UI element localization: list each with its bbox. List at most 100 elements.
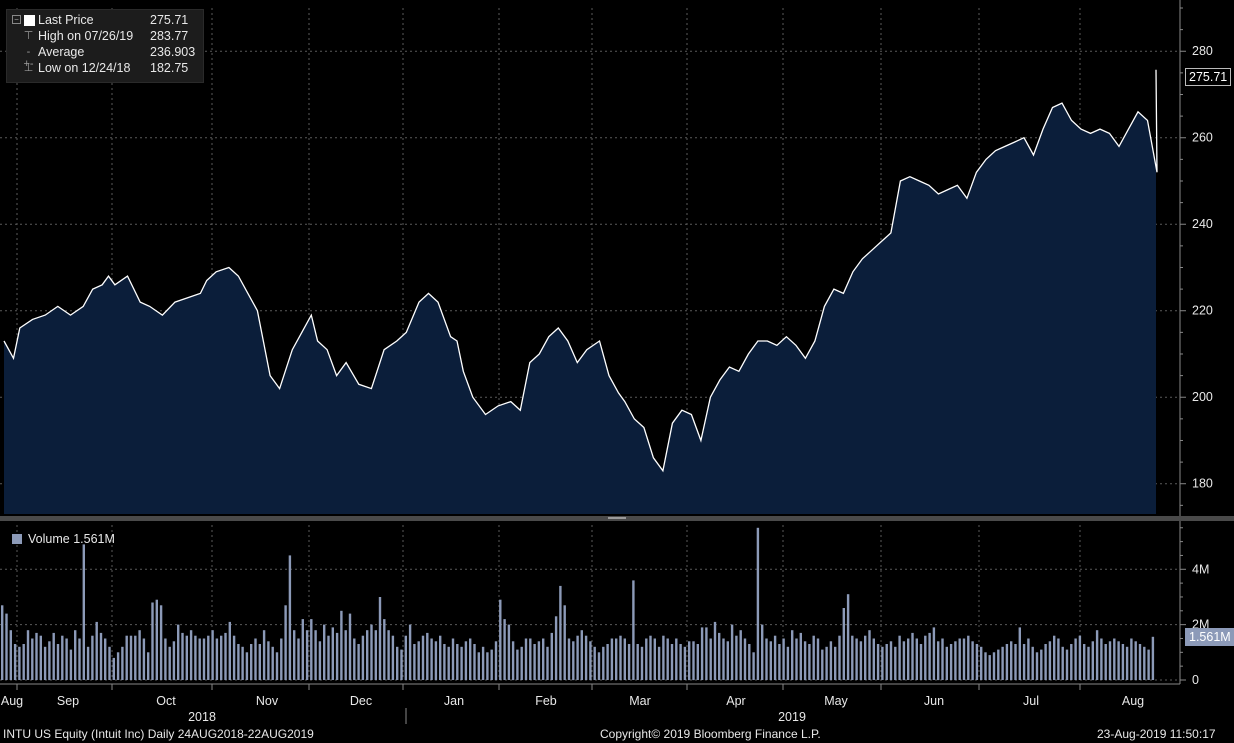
volume-bar — [477, 652, 480, 680]
volume-bar — [387, 630, 390, 680]
volume-bar — [168, 646, 171, 680]
low-marker-icon: ⊥ — [23, 62, 34, 74]
volume-bar — [610, 638, 614, 680]
volume-bar — [434, 641, 438, 681]
volume-bar — [198, 638, 201, 680]
volume-bar — [297, 638, 300, 680]
volume-bar — [803, 641, 807, 681]
volume-bar — [61, 635, 64, 680]
volume-bar — [567, 638, 571, 680]
volume-bar — [1053, 635, 1056, 680]
volume-bar — [778, 644, 781, 680]
volume-bar — [202, 638, 206, 680]
volume-bar — [121, 646, 124, 680]
volume-bar — [825, 646, 828, 680]
volume-bar — [391, 635, 395, 680]
volume-bar — [954, 641, 957, 681]
volume-bar — [430, 638, 433, 680]
x-tick-label: Dec — [350, 694, 372, 708]
volume-bar — [258, 644, 261, 680]
volume-bar — [464, 641, 468, 681]
legend-last-price: Last Price 275.71 — [7, 12, 203, 28]
volume-bar — [971, 641, 974, 681]
volume-bar — [194, 635, 197, 680]
volume-bar — [623, 638, 626, 680]
volume-bar — [937, 641, 940, 681]
volume-bar — [602, 646, 605, 680]
volume-bar — [649, 635, 652, 680]
x-tick-label: Sep — [57, 694, 79, 708]
volume-bar — [1035, 652, 1039, 680]
collapse-icon[interactable]: − — [12, 15, 21, 24]
volume-bar — [95, 621, 98, 680]
volume-bar — [91, 635, 94, 680]
volume-bar — [516, 649, 519, 680]
volume-bar — [211, 630, 214, 680]
volume-bar — [378, 597, 382, 680]
volume-bar — [507, 624, 511, 680]
volume-bar — [13, 644, 17, 680]
volume-bar — [82, 544, 85, 680]
volume-bar — [1061, 646, 1064, 680]
volume-bar — [593, 646, 596, 680]
volume-bar — [1040, 649, 1043, 680]
volume-bar — [439, 635, 442, 680]
volume-bar — [232, 635, 236, 680]
last-price-swatch-icon — [24, 15, 35, 26]
volume-bar — [284, 605, 287, 680]
volume-bar — [1113, 638, 1116, 680]
volume-bar — [919, 644, 923, 680]
legend-high: ⊤ High on 07/26/19 283.77 — [23, 29, 189, 43]
volume-bar — [288, 555, 292, 680]
volume-bar — [400, 649, 403, 680]
volume-bar — [52, 632, 55, 680]
volume-bar — [473, 644, 476, 680]
volume-bar — [876, 644, 880, 680]
x-tick-label: Jun — [924, 694, 944, 708]
volume-bar — [670, 644, 674, 680]
volume-bar — [1018, 627, 1021, 680]
volume-bar — [722, 638, 725, 680]
volume-bar — [657, 646, 661, 680]
volume-bar — [323, 624, 326, 680]
price-y-axis: 180 200 220 240 260 280 — [1179, 0, 1213, 516]
volume-bar — [353, 638, 356, 680]
high-marker-icon: ⊤ — [23, 30, 34, 42]
volume-bar — [164, 638, 167, 680]
volume-bar — [125, 635, 128, 680]
volume-bar — [786, 646, 790, 680]
volume-bar — [808, 644, 811, 680]
x-tick-label: May — [824, 694, 848, 708]
volume-bar — [499, 599, 502, 680]
volume-bar — [293, 630, 296, 680]
volume-bar — [254, 638, 257, 680]
footer-copyright: Copyright© 2019 Bloomberg Finance L.P. — [600, 727, 821, 741]
volume-bar — [640, 646, 644, 680]
volume-bar — [155, 599, 158, 680]
volume-bar — [417, 641, 420, 681]
volume-bar — [301, 619, 304, 680]
volume-bar — [589, 641, 592, 681]
volume-bar — [576, 635, 579, 680]
volume-bar — [1138, 644, 1142, 680]
volume-bar — [606, 644, 609, 680]
footer-security: INTU US Equity (Intuit Inc) Daily 24AUG2… — [3, 727, 314, 741]
volume-bar — [22, 644, 25, 680]
pane-divider-handle[interactable] — [608, 517, 626, 519]
volume-bar — [1070, 644, 1073, 680]
volume-bar — [1104, 644, 1107, 680]
volume-bar — [580, 630, 583, 680]
volume-bar — [821, 649, 824, 680]
volume-legend-label: Volume — [28, 532, 70, 546]
volume-bar — [314, 630, 317, 680]
volume-bar — [237, 644, 240, 680]
volume-bar — [726, 641, 729, 681]
volume-bar — [1001, 646, 1004, 680]
volume-bar — [627, 644, 631, 680]
volume-bar — [1095, 630, 1099, 680]
price-tick-label: 220 — [1192, 304, 1213, 318]
volume-bar — [838, 635, 841, 680]
volume-bar — [1065, 649, 1069, 680]
volume-bars — [1, 527, 1155, 681]
volume-bar — [550, 632, 553, 680]
